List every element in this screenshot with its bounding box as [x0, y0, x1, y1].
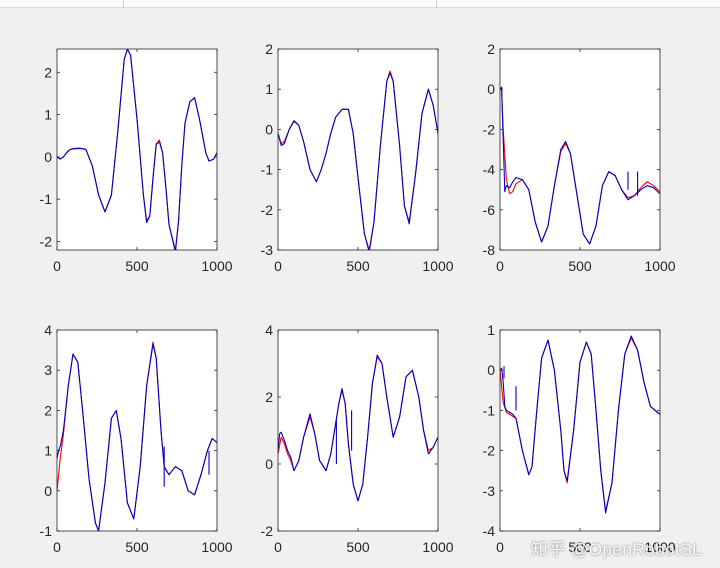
x-tick-label: 500 [125, 539, 149, 555]
subplot-1: 0 500 1000 -2 -1 0 1 2 [40, 48, 233, 274]
y-tick-label: -1 [261, 162, 274, 178]
x-tick-label: 500 [125, 258, 149, 274]
toolbar-divider [123, 0, 124, 7]
x-tick-label: 0 [496, 539, 504, 555]
subplot-3: 0 500 1000 -8 -6 -4 -2 0 2 [483, 41, 676, 274]
y-tick-label: 0 [44, 483, 52, 499]
y-tick-label: -3 [261, 242, 274, 258]
y-tick-label: 2 [44, 402, 52, 418]
plot-area [500, 86, 660, 245]
x-tick-label: 1000 [201, 539, 232, 555]
plot-area [57, 49, 217, 250]
y-tick-label: 4 [265, 322, 273, 338]
y-tick-label: -8 [483, 242, 496, 258]
plot-area [278, 70, 438, 250]
y-tick-label: 0 [265, 121, 273, 137]
y-tick-label: -2 [261, 202, 274, 218]
x-tick-label: 0 [53, 539, 61, 555]
series-line-2 [278, 354, 438, 502]
x-tick-label: 0 [274, 258, 282, 274]
x-tick-label: 1000 [422, 258, 453, 274]
window-top-strip [0, 0, 720, 8]
y-tick-label: 0 [487, 362, 495, 378]
x-tick-label: 0 [496, 258, 504, 274]
axes-background [57, 330, 217, 531]
x-tick-label: 0 [53, 258, 61, 274]
y-tick-label: -4 [483, 162, 496, 178]
x-tick-label: 500 [568, 539, 592, 555]
series-line-2 [500, 86, 660, 245]
axes-background [278, 49, 438, 250]
toolbar-divider [436, 0, 437, 7]
x-tick-label: 1000 [201, 258, 232, 274]
y-tick-label: 1 [44, 107, 52, 123]
x-tick-label: 500 [568, 258, 592, 274]
y-tick-label: -2 [40, 234, 53, 250]
series-line-2 [500, 335, 660, 514]
y-tick-label: -2 [483, 121, 496, 137]
y-tick-label: -4 [483, 523, 496, 539]
y-tick-label: -3 [483, 483, 496, 499]
axes-background [500, 49, 660, 250]
subplot-6: 0 500 1000 -4 -3 -2 -1 0 1 [483, 322, 676, 555]
axes-background [500, 330, 660, 531]
axes-background [57, 49, 217, 250]
y-tick-label: -1 [40, 523, 53, 539]
y-tick-label: 3 [44, 362, 52, 378]
y-tick-label: 2 [265, 389, 273, 405]
subplot-2: 0 500 1000 -3 -2 -1 0 1 2 [261, 41, 454, 274]
y-tick-label: -2 [261, 523, 274, 539]
x-tick-label: 1000 [644, 258, 675, 274]
series-line-2 [57, 343, 217, 531]
series-line-2 [57, 49, 217, 250]
y-tick-label: -2 [483, 443, 496, 459]
y-tick-label: 2 [44, 64, 52, 80]
plot-area [500, 335, 660, 514]
x-tick-label: 1000 [422, 539, 453, 555]
y-tick-label: -1 [40, 191, 53, 207]
y-tick-label: 0 [44, 149, 52, 165]
y-tick-label: -6 [483, 202, 496, 218]
watermark-text: 知乎 @OpenRobotSL [530, 540, 702, 559]
y-tick-label: 1 [44, 443, 52, 459]
axes-background [278, 330, 438, 531]
y-tick-label: 4 [44, 322, 52, 338]
x-tick-label: 0 [274, 539, 282, 555]
y-tick-label: 1 [487, 322, 495, 338]
x-tick-label: 500 [346, 258, 370, 274]
x-tick-label: 1000 [644, 539, 675, 555]
y-tick-label: 2 [487, 41, 495, 57]
series-line-2 [278, 72, 438, 250]
plot-area [278, 354, 438, 502]
y-tick-label: 0 [265, 456, 273, 472]
x-tick-label: 500 [346, 539, 370, 555]
y-tick-label: 1 [265, 81, 273, 97]
y-tick-label: 0 [487, 81, 495, 97]
y-tick-label: 2 [265, 41, 273, 57]
y-tick-label: -1 [483, 402, 496, 418]
plot-area [57, 341, 217, 531]
